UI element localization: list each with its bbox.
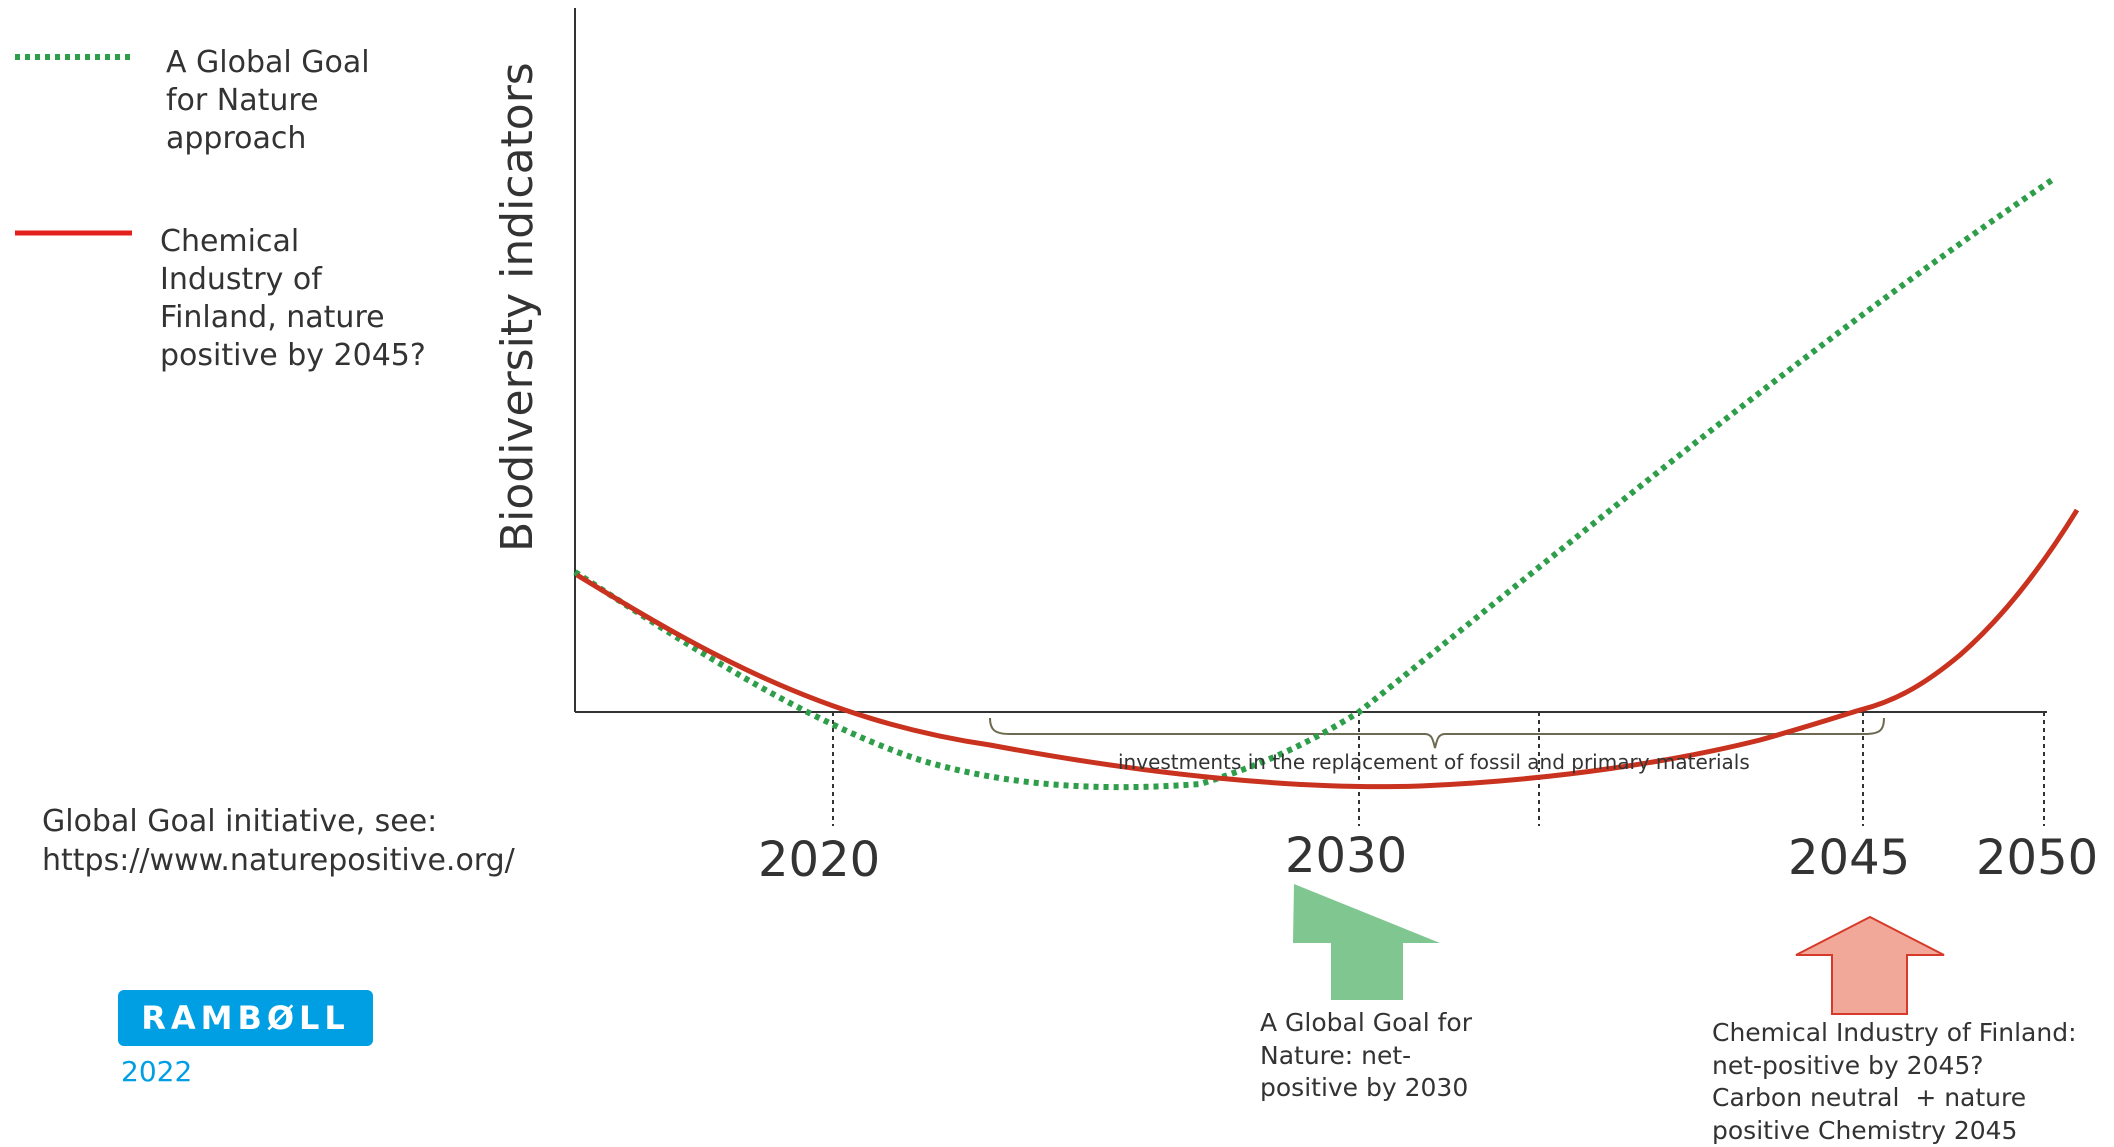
ramboll-logo: RAMBØLL [118, 990, 373, 1046]
x-tick-2020: 2020 [758, 832, 881, 888]
green-dotted-line [573, 177, 2054, 791]
green-arrow-caption: A Global Goal for Nature: net- positive … [1260, 1008, 1472, 1102]
y-axis-label: Biodiversity indicators [492, 62, 543, 552]
legend-green-label: A Global Goal for Nature approach [166, 45, 370, 156]
source-note: Global Goal initiative, see: https://www… [42, 804, 515, 878]
legend-red-label: Chemical Industry of Finland, nature pos… [160, 224, 426, 373]
red-up-arrow [1795, 915, 1945, 1015]
x-tick-2050: 2050 [1976, 830, 2099, 886]
green-up-arrow [1293, 884, 1440, 1000]
red-arrow-caption: Chemical Industry of Finland: net-positi… [1712, 1018, 2077, 1145]
investment-bracket-label: investments in the replacement of fossil… [1118, 750, 1750, 774]
red-solid-line [575, 508, 2080, 790]
x-tick-2030: 2030 [1285, 828, 1408, 884]
x-tick-2045: 2045 [1788, 830, 1911, 886]
investment-bracket [989, 717, 1885, 749]
logo-year: 2022 [121, 1055, 193, 1088]
